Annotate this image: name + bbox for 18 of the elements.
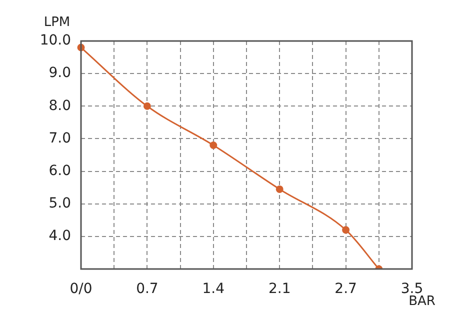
y-tick-label: 10.0	[40, 32, 71, 49]
x-axis-title: BAR	[408, 294, 436, 309]
point	[210, 141, 218, 149]
point	[342, 226, 350, 234]
x-tick-label: 0/0	[70, 281, 92, 298]
point	[276, 185, 284, 193]
y-axis-title: LPM	[44, 14, 70, 30]
y-tick-label: 8.0	[48, 98, 71, 114]
y-tick-label: 9.0	[48, 65, 71, 82]
x-tick-label: 2.7	[334, 281, 357, 298]
x-tick-label: 0.7	[136, 281, 158, 298]
y-tick-label: 7.0	[48, 130, 71, 146]
x-tick-label: 2.1	[268, 281, 291, 298]
y-tick-label: 5.0	[48, 196, 71, 212]
x-tick-label: 1.4	[202, 281, 225, 298]
y-tick-label: 6.0	[48, 162, 71, 179]
y-tick-label: 4.0	[48, 228, 71, 244]
point	[143, 102, 151, 110]
